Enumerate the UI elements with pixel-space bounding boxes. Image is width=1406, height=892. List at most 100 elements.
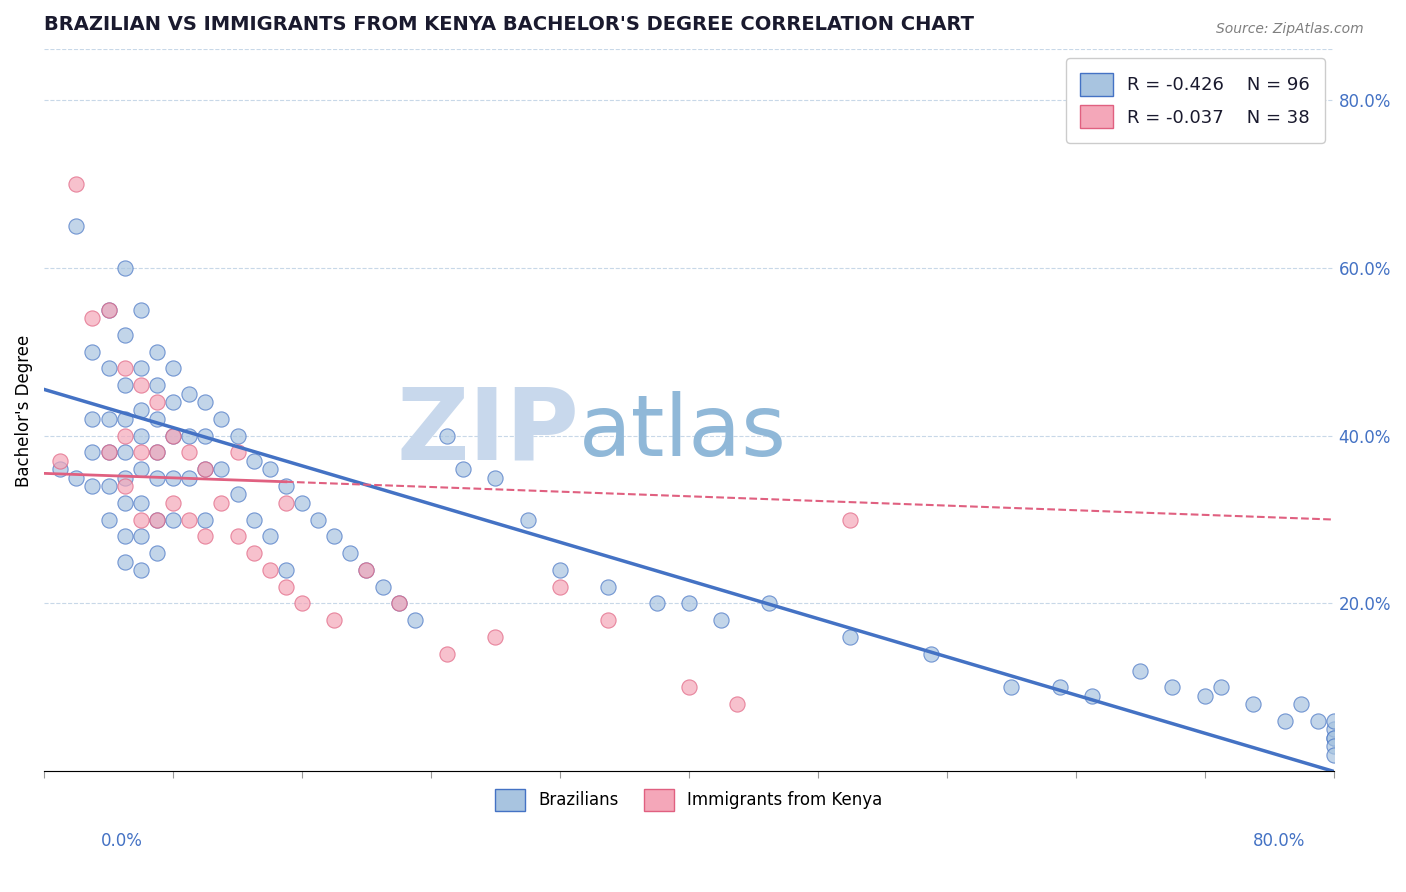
Point [710, 613, 733, 627]
Point [146, 445, 169, 459]
Point [114, 479, 136, 493]
Text: BRAZILIAN VS IMMIGRANTS FROM KENYA BACHELOR'S DEGREE CORRELATION CHART: BRAZILIAN VS IMMIGRANTS FROM KENYA BACHE… [44, 15, 974, 34]
Point [451, 462, 474, 476]
Point [162, 395, 184, 409]
Point [1323, 731, 1346, 745]
Point [179, 512, 201, 526]
Point [678, 681, 700, 695]
Point [1161, 681, 1184, 695]
Point [129, 361, 152, 376]
Point [839, 630, 862, 644]
Point [226, 529, 249, 543]
Point [758, 597, 780, 611]
Point [97, 302, 120, 317]
Point [114, 555, 136, 569]
Text: 0.0%: 0.0% [101, 831, 143, 849]
Point [146, 412, 169, 426]
Point [1081, 689, 1104, 703]
Point [194, 529, 217, 543]
Point [194, 512, 217, 526]
Point [97, 361, 120, 376]
Point [404, 613, 426, 627]
Point [259, 529, 281, 543]
Point [1323, 747, 1346, 762]
Point [129, 512, 152, 526]
Point [97, 445, 120, 459]
Point [114, 470, 136, 484]
Point [146, 395, 169, 409]
Point [678, 597, 700, 611]
Point [274, 563, 297, 577]
Point [1306, 714, 1329, 728]
Point [1323, 739, 1346, 754]
Point [274, 580, 297, 594]
Point [49, 462, 72, 476]
Point [97, 302, 120, 317]
Point [114, 378, 136, 392]
Point [65, 219, 87, 233]
Point [274, 479, 297, 493]
Point [209, 496, 232, 510]
Point [1291, 697, 1313, 711]
Point [146, 512, 169, 526]
Point [436, 428, 458, 442]
Legend: Brazilians, Immigrants from Kenya: Brazilians, Immigrants from Kenya [488, 782, 889, 817]
Point [548, 563, 571, 577]
Point [388, 597, 411, 611]
Point [82, 479, 104, 493]
Point [388, 597, 411, 611]
Point [1000, 681, 1022, 695]
Point [226, 445, 249, 459]
Point [82, 311, 104, 326]
Point [1209, 681, 1232, 695]
Point [65, 177, 87, 191]
Text: atlas: atlas [579, 391, 787, 474]
Point [129, 496, 152, 510]
Point [242, 454, 264, 468]
Point [1129, 664, 1152, 678]
Point [1241, 697, 1264, 711]
Point [194, 428, 217, 442]
Point [274, 496, 297, 510]
Point [1049, 681, 1071, 695]
Point [209, 412, 232, 426]
Text: ZIP: ZIP [396, 384, 579, 481]
Point [179, 470, 201, 484]
Point [371, 580, 394, 594]
Point [82, 344, 104, 359]
Point [436, 647, 458, 661]
Point [114, 529, 136, 543]
Point [484, 470, 506, 484]
Point [162, 428, 184, 442]
Point [242, 512, 264, 526]
Point [82, 445, 104, 459]
Point [194, 462, 217, 476]
Point [259, 462, 281, 476]
Point [1323, 723, 1346, 737]
Point [162, 428, 184, 442]
Point [162, 496, 184, 510]
Point [209, 462, 232, 476]
Point [516, 512, 538, 526]
Point [598, 580, 620, 594]
Point [179, 428, 201, 442]
Point [129, 529, 152, 543]
Point [97, 445, 120, 459]
Point [356, 563, 378, 577]
Point [129, 378, 152, 392]
Text: 80.0%: 80.0% [1253, 831, 1305, 849]
Point [162, 361, 184, 376]
Point [129, 462, 152, 476]
Point [323, 529, 346, 543]
Point [146, 378, 169, 392]
Point [194, 395, 217, 409]
Point [65, 470, 87, 484]
Point [839, 512, 862, 526]
Point [179, 445, 201, 459]
Point [598, 613, 620, 627]
Point [49, 454, 72, 468]
Point [146, 445, 169, 459]
Point [194, 462, 217, 476]
Point [291, 597, 314, 611]
Point [162, 512, 184, 526]
